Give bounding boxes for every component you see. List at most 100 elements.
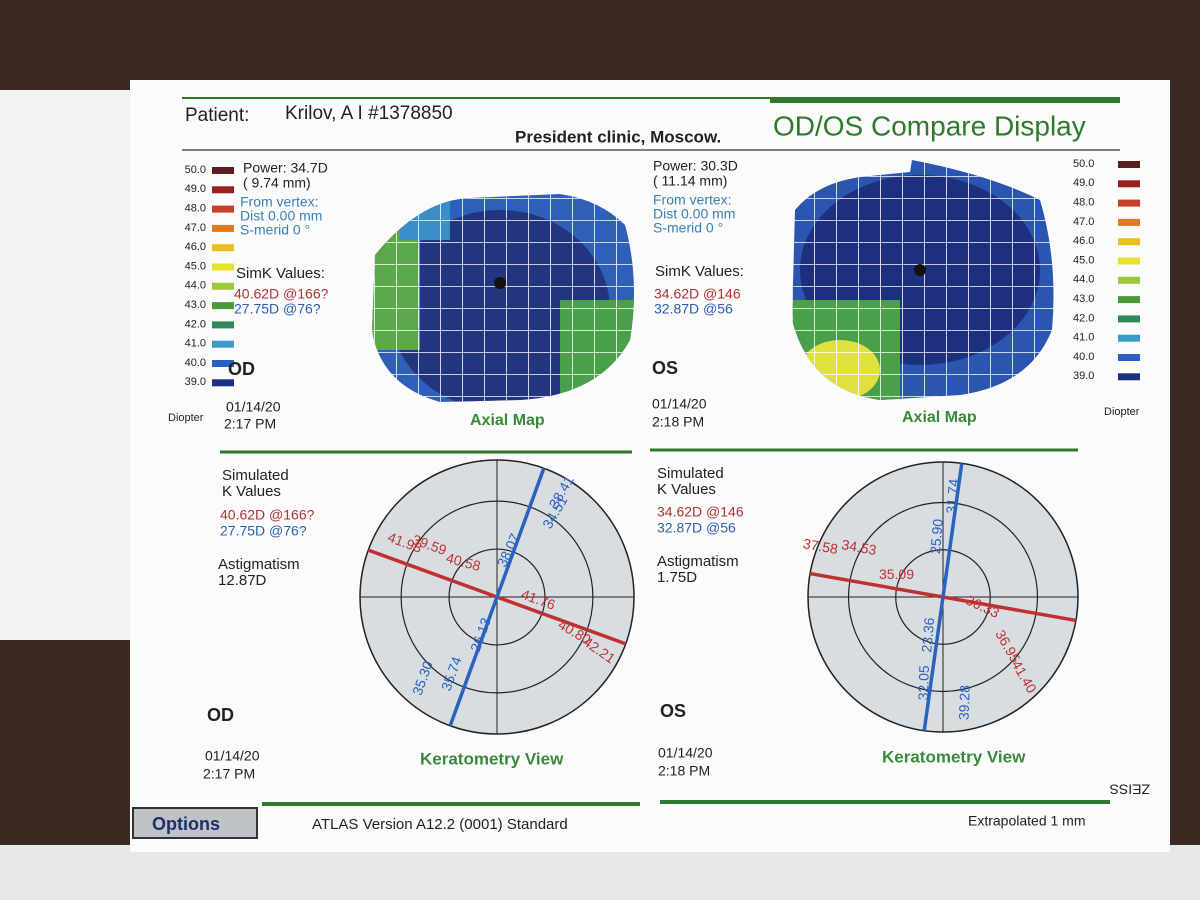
view-label: Keratometry View [420,749,564,768]
scale-swatch [1118,354,1140,361]
k2: 32.87D @56 [654,301,733,317]
clinic: President clinic, Moscow. [515,127,721,146]
scale-label: 43.0 [1073,293,1094,305]
time: 2:18 PM [658,763,710,779]
color-scale: 50.0 49.0 48.0 47.0 46.0 45.0 44.0 43.0 42.0 41.0… [1073,158,1140,382]
scale-swatch [212,205,234,213]
kerato-diagram: 41.9839.5940.5841.7640.8042.2134.5138.41… [359,459,635,735]
scale-swatch [212,379,234,387]
date: 01/14/20 [658,745,713,761]
eye: OS [660,701,686,721]
scale-label: 43.0 [185,299,206,311]
kerato-value: 34.53 [840,536,877,558]
astig: 12.87D [218,572,267,589]
extrapolated: Extrapolated 1 mm [968,813,1086,829]
scale-swatch [212,321,234,329]
scale-label: 48.0 [185,203,206,215]
k2: 27.75D @76? [234,301,321,317]
version: ATLAS Version A12.2 (0001) Standard [312,816,568,833]
scale-swatch [212,302,234,310]
scale-swatch [212,186,234,194]
time: 2:17 PM [224,416,276,432]
scale-label: 50.0 [1073,158,1094,170]
date: 01/14/20 [226,399,281,415]
astig-label: Astigmatism [218,556,300,573]
sim-label: K Values [222,483,281,500]
patient-label: Patient: [185,105,249,126]
k2: 32.87D @56 [657,520,736,536]
eye: OD [228,359,255,379]
scale-label: 41.0 [185,338,206,350]
power: Power: 30.3D [653,158,738,174]
kerato-diagram: 37.58 34.5335.0936.3336.9541.4031.7425.90… [802,461,1079,733]
scale-swatch [212,282,234,290]
scale-swatch [212,244,234,252]
scale-label: 45.0 [1073,254,1094,266]
meridian [922,463,964,731]
scale-label: 46.0 [185,241,206,253]
scale-swatch [1118,180,1140,188]
scale-swatch [212,167,234,174]
date: 01/14/20 [652,396,707,412]
kerato-value: 31.74 [943,478,962,515]
scale-label: 46.0 [1073,235,1094,247]
scale-swatch [212,360,234,367]
scale-unit: Diopter [168,412,204,424]
scale-swatch [1118,238,1140,246]
from-vertex: From vertex: [653,192,732,208]
patient: Krilov, A I #1378850 [285,103,453,124]
scale-swatch [1118,161,1140,168]
bottom-paper [0,845,1200,900]
scale-swatch [1118,334,1140,342]
scale-label: 47.0 [1073,216,1094,228]
scale-label: 39.0 [185,376,206,388]
scale-label: 40.0 [185,357,206,369]
astig: 1.75D [657,569,697,586]
scale-label: 44.0 [1073,274,1094,286]
scale-label: 47.0 [185,222,206,234]
map-label: Axial Map [470,412,545,429]
view-label: Keratometry View [882,747,1026,766]
scale-swatch [212,340,234,348]
scale-unit: Diopter [1104,406,1140,418]
sim-label: Simulated [222,467,289,484]
s-merid: S-merid 0 ° [653,220,723,236]
k1: 40.62D @166? [220,507,315,523]
power: Power: 34.7D [243,160,328,176]
simk-label: SimK Values: [236,265,325,282]
sim-label: Simulated [657,465,724,482]
options-button[interactable] [132,807,258,839]
sim-label: K Values [657,481,716,498]
simk-label: SimK Values: [655,263,744,280]
date: 01/14/20 [205,748,260,764]
scale-label: 50.0 [185,164,206,176]
scale-label: 48.0 [1073,197,1094,209]
time: 2:18 PM [652,414,704,430]
scale-label: 42.0 [185,318,206,330]
scale-label: 45.0 [185,260,206,272]
kerato-value: 23.36 [918,617,937,654]
options-label[interactable]: Options [152,814,220,834]
brand: ZEISS [1110,781,1150,797]
k2: 27.75D @76? [220,523,307,539]
s-merid: S-merid 0 ° [240,222,310,238]
dist: Dist 0.00 mm [240,208,322,224]
kerato-value: 35.09 [879,566,914,582]
scale-swatch [1118,276,1140,284]
kerato-value: 37.58 [802,535,839,557]
astig-label: Astigmatism [657,553,739,570]
eye: OD [207,705,234,725]
scale-swatch [212,224,234,232]
color-scale: 50.0 49.0 48.0 47.0 46.0 45.0 44.0 43.0 42.0 41.0… [185,164,234,388]
scale-label: 44.0 [185,280,206,292]
kerato-value: 25.90 [927,518,946,555]
time: 2:17 PM [203,766,255,782]
scale-swatch [1118,296,1140,304]
scale-label: 49.0 [1073,177,1094,189]
meridian [448,467,546,727]
radius: ( 9.74 mm) [243,175,311,191]
k1: 34.62D @146 [657,504,744,520]
scale-swatch [1118,218,1140,226]
scale-label: 49.0 [185,183,206,195]
